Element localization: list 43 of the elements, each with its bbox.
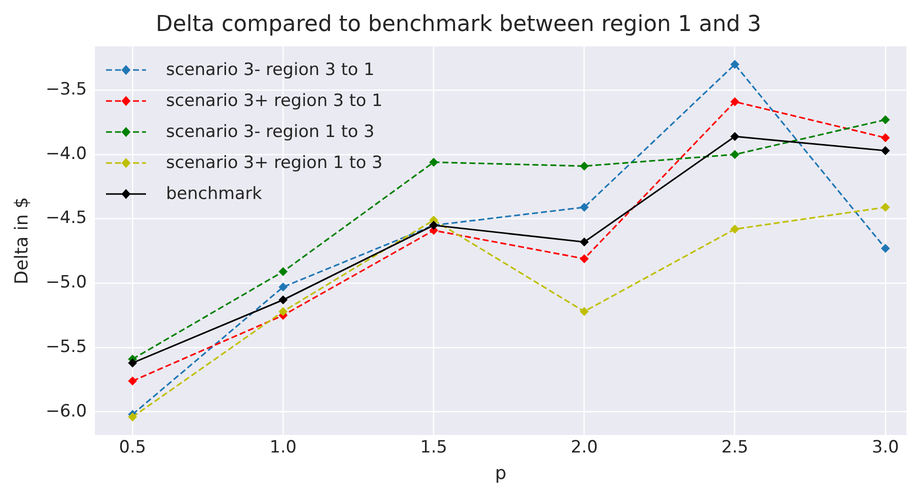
legend-label: scenario 3+ region 1 to 3 <box>166 152 383 172</box>
point <box>730 97 740 106</box>
point <box>580 254 589 264</box>
legend-label: benchmark <box>166 184 262 204</box>
x-tick-label: 0.5 <box>119 438 146 458</box>
y-axis-title: Delta in $ <box>11 197 32 284</box>
point <box>580 202 589 212</box>
x-tick-label: 1.0 <box>270 438 297 458</box>
point <box>880 115 890 124</box>
point <box>128 358 138 368</box>
chart-title: Delta compared to benchmark between region 1 and 3 <box>156 12 762 37</box>
point <box>580 237 589 246</box>
y-tick-label: −4.0 <box>46 144 87 164</box>
legend-label: scenario 3- region 3 to 1 <box>166 60 374 80</box>
legend-label: scenario 3- region 1 to 3 <box>166 122 374 142</box>
point <box>128 376 138 386</box>
point <box>880 146 890 156</box>
point <box>730 132 740 141</box>
y-tick-label: −4.5 <box>46 208 87 228</box>
x-tick-label: 2.5 <box>721 438 748 458</box>
y-tick-label: −5.0 <box>46 272 87 293</box>
point <box>128 412 138 422</box>
y-tick-label: −5.5 <box>46 336 87 357</box>
point <box>730 60 740 69</box>
point <box>278 306 288 316</box>
point <box>880 133 890 142</box>
y-tick-label: −3.5 <box>46 80 87 100</box>
legend-label: scenario 3+ region 3 to 1 <box>166 90 383 110</box>
point <box>880 202 890 212</box>
y-tick-label: −6.0 <box>46 401 87 422</box>
point <box>580 306 589 316</box>
x-tick-label: 2.0 <box>570 438 598 458</box>
x-tick-label: 1.5 <box>420 438 448 458</box>
point <box>429 158 438 167</box>
point <box>278 267 288 276</box>
x-tick-label: 3.0 <box>872 438 899 458</box>
point <box>880 244 890 253</box>
x-axis-title: p <box>494 462 506 484</box>
point <box>730 150 740 159</box>
point <box>278 282 288 292</box>
point <box>580 162 589 171</box>
point <box>278 295 288 304</box>
point <box>730 224 740 234</box>
